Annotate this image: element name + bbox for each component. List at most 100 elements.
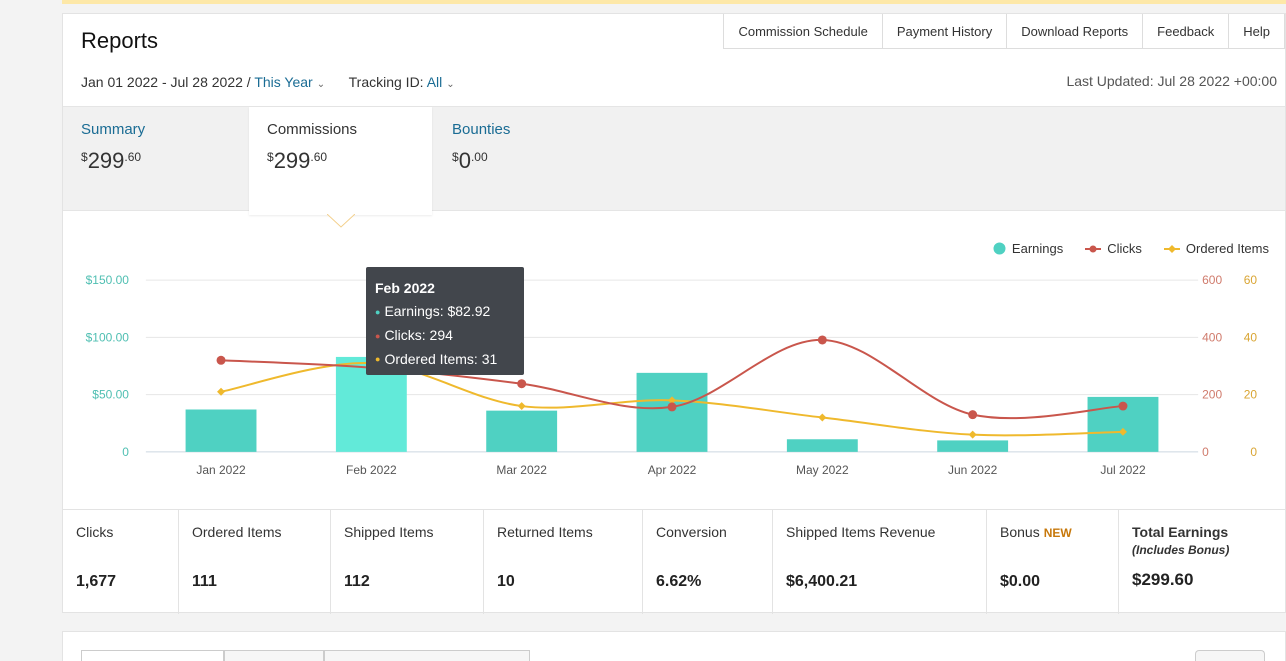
stat-label: Total Earnings bbox=[1132, 524, 1229, 540]
stat-value: 6.62% bbox=[656, 573, 702, 590]
chart-legend: Earnings Clicks Ordered Items bbox=[971, 241, 1269, 256]
stat-label: Conversion bbox=[656, 524, 727, 540]
tracking-id-label: Tracking ID: bbox=[348, 74, 424, 90]
report-table-panel bbox=[62, 631, 1286, 661]
clicks-point bbox=[817, 335, 827, 345]
summary-tab[interactable]: Summary $299.60 bbox=[63, 107, 249, 211]
bounties-amount: $0.00 bbox=[452, 148, 488, 173]
stat-sublabel: (Includes Bonus) bbox=[1132, 543, 1230, 557]
commissions-amount: $299.60 bbox=[267, 148, 328, 173]
stat-returned-items: Returned Items 10 bbox=[484, 510, 643, 614]
y-right-ordered-tick-label: 40 bbox=[1244, 330, 1258, 344]
stat-value: 112 bbox=[344, 573, 370, 590]
stat-total-earnings: Total Earnings (Includes Bonus) $299.60 bbox=[1119, 510, 1285, 614]
y-right-clicks-tick-label: 0 bbox=[1202, 445, 1209, 459]
stat-conversion: Conversion 6.62% bbox=[643, 510, 773, 614]
tooltip-ordered-items: ● Ordered Items: 31 bbox=[375, 350, 498, 367]
stat-shipped-items: Shipped Items 112 bbox=[331, 510, 484, 614]
tooltip-title: Feb 2022 bbox=[375, 280, 435, 296]
commissions-tab-label: Commissions bbox=[267, 121, 358, 138]
period-dropdown[interactable]: This Year bbox=[254, 74, 313, 90]
bounties-tab-label: Bounties bbox=[452, 121, 511, 138]
y-right-clicks-tick-label: 400 bbox=[1202, 330, 1222, 344]
legend-ordered-items[interactable]: Ordered Items bbox=[1163, 241, 1269, 256]
y-left-tick-label: $150.00 bbox=[86, 273, 130, 287]
y-right-clicks-tick-label: 600 bbox=[1202, 273, 1222, 287]
stat-value: $0.00 bbox=[1000, 573, 1041, 590]
tooltip-earnings: ● Earnings: $82.92 bbox=[375, 303, 491, 319]
stat-value: 1,677 bbox=[76, 573, 117, 590]
date-range-text: Jan 01 2022 - Jul 28 2022 / bbox=[81, 74, 251, 90]
y-right-ordered-tick-label: 60 bbox=[1244, 273, 1258, 287]
stat-label: Shipped Items Revenue bbox=[786, 524, 936, 540]
y-left-tick-label: $50.00 bbox=[92, 388, 129, 402]
ordered-items-line-icon bbox=[1163, 244, 1180, 253]
legend-clicks[interactable]: Clicks bbox=[1085, 241, 1142, 256]
stats-bar: Clicks 1,677 Ordered Items 111 Shipped I… bbox=[63, 509, 1285, 614]
stat-value: 10 bbox=[497, 573, 515, 590]
earnings-chart: 0 $50.00 $100.00 $150.00 0 200 400 600 0 20 40 60 Ja… bbox=[86, 273, 1258, 477]
earnings-dot-icon bbox=[993, 242, 1006, 255]
stat-label: Ordered Items bbox=[192, 524, 282, 540]
stat-value: $299.60 bbox=[1132, 570, 1194, 589]
earnings-bar bbox=[486, 410, 558, 452]
table-tab[interactable] bbox=[81, 650, 224, 661]
stat-value: $6,400.21 bbox=[786, 573, 858, 590]
legend-ordered-items-label: Ordered Items bbox=[1185, 241, 1269, 256]
clicks-point bbox=[667, 402, 677, 412]
page-title: Reports bbox=[81, 28, 159, 53]
help-tab[interactable]: Help bbox=[1228, 14, 1285, 49]
ordered-items-point bbox=[968, 430, 977, 439]
summary-tab-label: Summary bbox=[81, 121, 146, 138]
legend-earnings[interactable]: Earnings bbox=[993, 241, 1063, 256]
y-right-ordered-tick-label: 0 bbox=[1250, 445, 1257, 459]
ordered-items-point bbox=[818, 413, 827, 422]
stat-label: Shipped Items bbox=[344, 524, 434, 540]
stat-bonus: Bonus NEW $0.00 bbox=[987, 510, 1119, 614]
table-action-button[interactable] bbox=[1195, 650, 1265, 661]
table-tab[interactable] bbox=[224, 650, 324, 661]
payment-history-tab[interactable]: Payment History bbox=[881, 14, 1008, 49]
stat-clicks: Clicks 1,677 bbox=[63, 510, 179, 614]
clicks-point bbox=[1118, 401, 1128, 411]
y-left-tick-label: $100.00 bbox=[86, 330, 130, 344]
active-tab-pointer bbox=[327, 214, 355, 228]
commission-schedule-tab[interactable]: Commission Schedule bbox=[723, 14, 883, 49]
stat-value: 111 bbox=[192, 573, 217, 590]
x-tick-label: May 2022 bbox=[796, 463, 849, 477]
summary-amount: $299.60 bbox=[81, 148, 142, 173]
earnings-bar bbox=[786, 439, 858, 452]
earnings-bar bbox=[937, 440, 1009, 452]
bounties-tab[interactable]: Bounties $0.00 bbox=[434, 107, 604, 211]
legend-earnings-label: Earnings bbox=[1011, 241, 1064, 256]
chart-tooltip: Feb 2022 ● Earnings: $82.92 ● Clicks: 294 … bbox=[366, 267, 524, 375]
clicks-point bbox=[968, 410, 978, 420]
tracking-id-dropdown[interactable]: All bbox=[426, 74, 443, 90]
ordered-items-point bbox=[1118, 427, 1127, 436]
ordered-items-point bbox=[217, 387, 226, 396]
chevron-down-icon[interactable]: ⌄ bbox=[446, 79, 455, 90]
table-tab[interactable] bbox=[324, 650, 530, 661]
summary-strip: Summary $299.60 Commissions $299.60 Boun… bbox=[63, 106, 1285, 215]
feedback-tab[interactable]: Feedback bbox=[1142, 14, 1230, 49]
x-tick-label: Jun 2022 bbox=[948, 463, 998, 477]
y-left-tick-label: 0 bbox=[122, 445, 129, 459]
x-tick-label: Jul 2022 bbox=[1100, 463, 1146, 477]
report-nav: Commission Schedule Payment History Down… bbox=[723, 14, 1285, 49]
tooltip-clicks: ● Clicks: 294 bbox=[375, 326, 453, 343]
stat-label: Bonus NEW bbox=[1000, 524, 1072, 540]
last-updated-text: Last Updated: Jul 28 2022 +00:00 bbox=[1066, 73, 1277, 89]
commissions-tab[interactable]: Commissions $299.60 bbox=[249, 107, 432, 215]
stat-shipped-items-revenue: Shipped Items Revenue $6,400.21 bbox=[773, 510, 987, 614]
stat-ordered-items: Ordered Items 111 bbox=[179, 510, 331, 614]
clicks-point bbox=[216, 355, 226, 365]
new-badge: NEW bbox=[1043, 526, 1072, 540]
notification-banner bbox=[62, 0, 1286, 4]
x-tick-label: Mar 2022 bbox=[496, 463, 547, 477]
download-reports-tab[interactable]: Download Reports bbox=[1006, 14, 1144, 49]
stat-label: Clicks bbox=[76, 524, 114, 540]
y-right-clicks-tick-label: 200 bbox=[1202, 388, 1222, 402]
chevron-down-icon[interactable]: ⌄ bbox=[316, 79, 326, 90]
earnings-bar bbox=[185, 409, 257, 452]
clicks-point bbox=[517, 379, 527, 389]
